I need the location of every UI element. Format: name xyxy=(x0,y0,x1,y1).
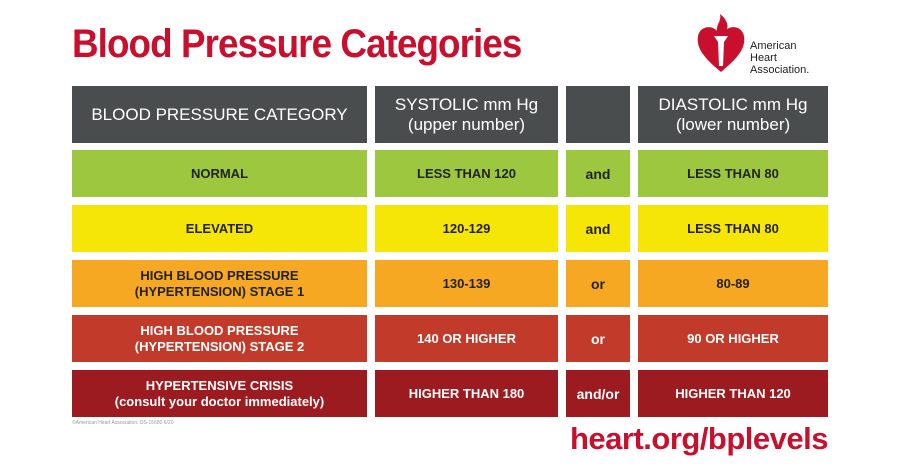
category-cell: ELEVATED xyxy=(72,205,367,252)
logo-text-line: Association. xyxy=(750,64,810,76)
heart-torch-icon xyxy=(697,14,745,72)
systolic-value: 130-139 xyxy=(442,275,491,291)
conjunction-cell: and xyxy=(566,205,630,252)
systolic-cell: 130-139 xyxy=(375,260,558,307)
header-systolic: SYSTOLIC mm Hg (upper number) xyxy=(375,86,558,143)
logo-text-line: American xyxy=(750,40,797,52)
diastolic-value: 80-89 xyxy=(716,275,750,291)
category-label: HIGH BLOOD PRESSURE xyxy=(140,267,299,283)
header-systolic-sub: (upper number) xyxy=(407,114,526,134)
category-label: HYPERTENSIVE CRISIS xyxy=(145,377,294,393)
systolic-cell: LESS THAN 120 xyxy=(375,150,558,197)
category-cell: HYPERTENSIVE CRISIS (consult your doctor … xyxy=(72,370,367,417)
header-systolic-label: SYSTOLIC mm Hg xyxy=(394,94,539,114)
header-diastolic-sub: (lower number) xyxy=(675,114,791,134)
category-cell: HIGH BLOOD PRESSURE (HYPERTENSION) STAGE … xyxy=(72,260,367,307)
systolic-value: HIGHER THAN 180 xyxy=(408,385,525,401)
category-cell: NORMAL xyxy=(72,150,367,197)
category-label: NORMAL xyxy=(190,165,249,181)
systolic-cell: 120-129 xyxy=(375,205,558,252)
systolic-value: LESS THAN 120 xyxy=(417,165,516,181)
header-diastolic-label: DIASTOLIC mm Hg xyxy=(658,94,808,114)
category-label: ELEVATED xyxy=(185,220,254,236)
conjunction-cell: and xyxy=(566,150,630,197)
logo-text: American Heart Association. xyxy=(750,40,809,76)
diastolic-cell: HIGHER THAN 120 xyxy=(638,370,828,417)
systolic-cell: HIGHER THAN 180 xyxy=(375,370,558,417)
page-title: Blood Pressure Categories xyxy=(72,22,522,66)
category-cell: HIGH BLOOD PRESSURE (HYPERTENSION) STAGE … xyxy=(72,315,367,362)
diastolic-value: HIGHER THAN 120 xyxy=(675,385,791,401)
conjunction-value: or xyxy=(591,275,605,292)
category-sub: (consult your doctor immediately) xyxy=(114,393,325,409)
conjunction-cell: or xyxy=(566,260,630,307)
conjunction-value: and/or xyxy=(576,385,620,402)
conjunction-cell: and/or xyxy=(566,370,630,417)
diastolic-cell: LESS THAN 80 xyxy=(638,150,828,197)
category-sub: (HYPERTENSION) STAGE 1 xyxy=(134,283,305,299)
category-sub: (HYPERTENSION) STAGE 2 xyxy=(134,338,305,354)
logo-text-line: Heart xyxy=(750,52,777,64)
header-conjunction xyxy=(566,86,630,143)
header-category: BLOOD PRESSURE CATEGORY xyxy=(72,86,367,143)
header-diastolic: DIASTOLIC mm Hg (lower number) xyxy=(638,86,828,143)
diastolic-cell: 90 OR HIGHER xyxy=(638,315,828,362)
systolic-value: 120-129 xyxy=(442,220,491,236)
conjunction-value: and xyxy=(585,220,611,237)
website-url[interactable]: heart.org/bplevels xyxy=(569,421,829,456)
systolic-value: 140 OR HIGHER xyxy=(417,330,516,346)
diastolic-cell: 80-89 xyxy=(638,260,828,307)
aha-logo: American Heart Association. xyxy=(694,12,834,76)
diastolic-value: 90 OR HIGHER xyxy=(687,330,779,346)
diastolic-cell: LESS THAN 80 xyxy=(638,205,828,252)
copyright: ©American Heart Association. DS-15680 6/… xyxy=(72,420,174,426)
systolic-cell: 140 OR HIGHER xyxy=(375,315,558,362)
diastolic-value: LESS THAN 80 xyxy=(687,165,779,181)
conjunction-cell: or xyxy=(566,315,630,362)
conjunction-value: and xyxy=(585,165,611,182)
header-category-label: BLOOD PRESSURE CATEGORY xyxy=(91,104,348,124)
diastolic-value: LESS THAN 80 xyxy=(687,220,779,236)
conjunction-value: or xyxy=(591,330,605,347)
category-label: HIGH BLOOD PRESSURE xyxy=(140,322,299,338)
